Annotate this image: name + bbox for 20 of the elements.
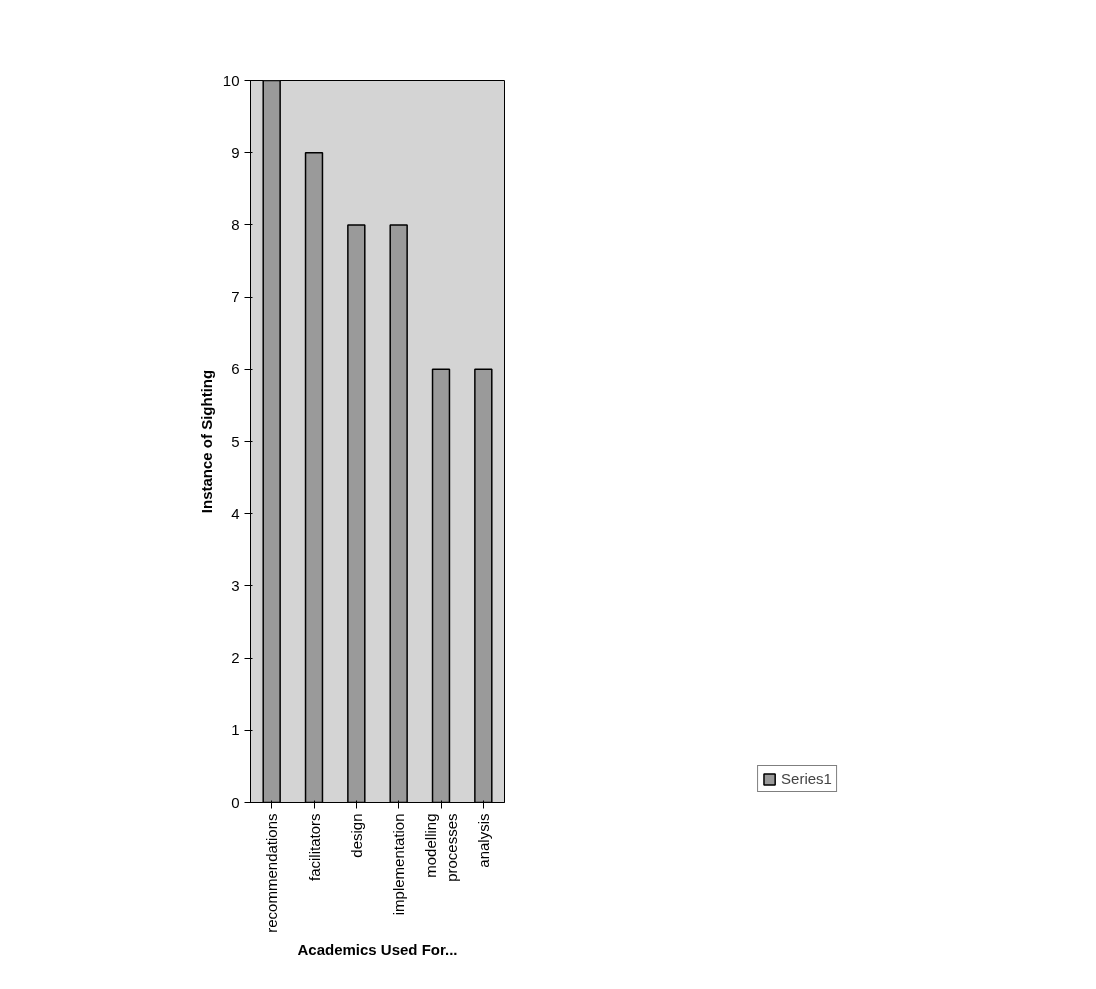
x-tick-label: design bbox=[347, 813, 365, 858]
x-tick-label: implementation bbox=[390, 813, 408, 916]
x-tick-label: modelling processes bbox=[422, 813, 460, 882]
y-tick-label: 7 bbox=[231, 288, 240, 306]
x-tick-label: analysis bbox=[474, 813, 492, 868]
y-tick-label: 8 bbox=[231, 215, 240, 233]
legend-label: Series1 bbox=[781, 770, 832, 787]
y-tick-label: 9 bbox=[231, 143, 240, 161]
x-tick-label: facilitators bbox=[305, 813, 323, 882]
y-tick-label: 2 bbox=[231, 649, 240, 667]
y-axis-title: Instance of Sighting bbox=[197, 369, 215, 514]
y-tick-label: 5 bbox=[231, 432, 240, 450]
y-tick-label: 10 bbox=[222, 71, 240, 89]
y-tick-label: 3 bbox=[231, 576, 240, 594]
x-tick-label: recommendations bbox=[263, 813, 281, 933]
x-axis-title: Academics Used For... bbox=[297, 940, 458, 958]
y-tick-label: 6 bbox=[231, 360, 240, 378]
y-tick-label: 4 bbox=[231, 504, 240, 522]
y-tick-label: 1 bbox=[231, 721, 240, 739]
y-tick-label: 0 bbox=[231, 793, 240, 811]
